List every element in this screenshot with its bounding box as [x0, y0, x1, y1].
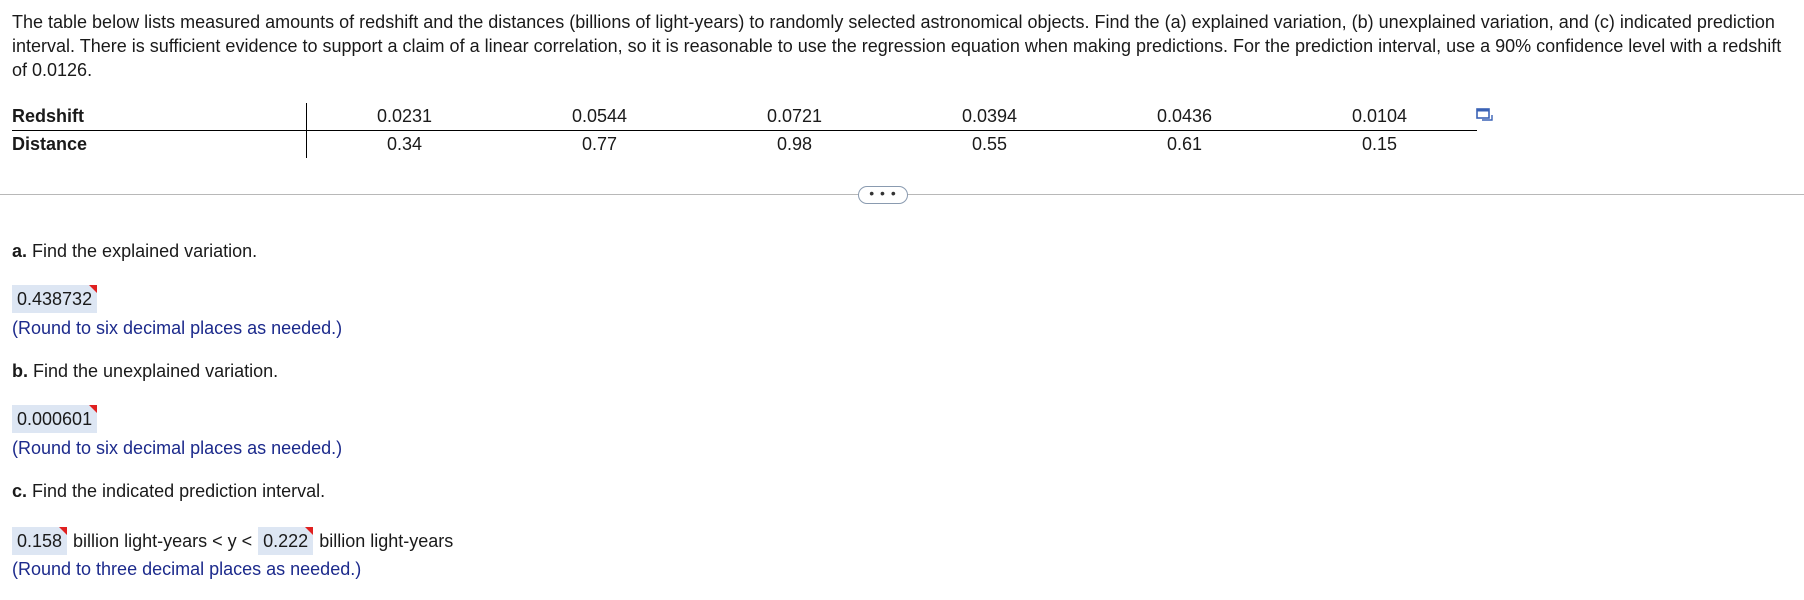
- part-c-text: Find the indicated prediction interval.: [27, 481, 326, 501]
- table-cell: 0.0104: [1282, 103, 1477, 131]
- table-row-redshift: Redshift 0.0231 0.0544 0.0721 0.0394 0.0…: [12, 103, 1477, 131]
- problem-statement: The table below lists measured amounts o…: [12, 12, 1782, 80]
- part-b-answer[interactable]: 0.000601: [12, 405, 98, 433]
- prediction-interval: 0.158 billion light-years < y < 0.222 bi…: [12, 527, 459, 555]
- table-cell: 0.15: [1361, 134, 1398, 154]
- interval-middle-text: billion light-years < y <: [73, 531, 253, 551]
- part-c-letter: c.: [12, 481, 28, 501]
- interval-upper-answer[interactable]: 0.222: [258, 527, 314, 555]
- more-options-button[interactable]: • • •: [858, 186, 908, 204]
- part-b-question: b. Find the unexplained variation.: [12, 359, 278, 383]
- part-c-question: c. Find the indicated prediction interva…: [12, 479, 325, 503]
- table-cell: 0.61: [1166, 134, 1203, 154]
- table-row-distance: Distance 0.34 0.77 0.98 0.55 0.61 0.15: [12, 130, 1477, 158]
- part-c-hint: (Round to three decimal places as needed…: [12, 559, 362, 579]
- table-cell: 0.34: [386, 134, 423, 154]
- part-b-letter: b.: [12, 361, 28, 381]
- table-cell: 0.77: [581, 134, 618, 154]
- part-a-answer[interactable]: 0.438732: [12, 285, 98, 313]
- data-table: Redshift 0.0231 0.0544 0.0721 0.0394 0.0…: [12, 103, 1477, 158]
- part-a-hint: (Round to six decimal places as needed.): [12, 318, 343, 338]
- table-cell: 0.0231: [306, 103, 502, 131]
- part-a-question: a. Find the explained variation.: [12, 239, 257, 263]
- table-cell: 0.0394: [892, 103, 1087, 131]
- copy-icon[interactable]: [1476, 108, 1494, 124]
- part-a-text: Find the explained variation.: [27, 241, 258, 261]
- row-label-redshift: Redshift: [12, 103, 307, 131]
- table-cell: 0.55: [971, 134, 1008, 154]
- part-b-hint: (Round to six decimal places as needed.): [12, 438, 343, 458]
- part-a-letter: a.: [12, 241, 28, 261]
- row-label-distance: Distance: [12, 130, 307, 158]
- interval-lower-answer[interactable]: 0.158: [12, 527, 68, 555]
- interval-end-text: billion light-years: [319, 531, 454, 551]
- table-cell: 0.98: [776, 134, 813, 154]
- table-cell: 0.0721: [697, 103, 892, 131]
- part-b-text: Find the unexplained variation.: [28, 361, 279, 381]
- table-cell: 0.0436: [1087, 103, 1282, 131]
- table-cell: 0.0544: [502, 103, 697, 131]
